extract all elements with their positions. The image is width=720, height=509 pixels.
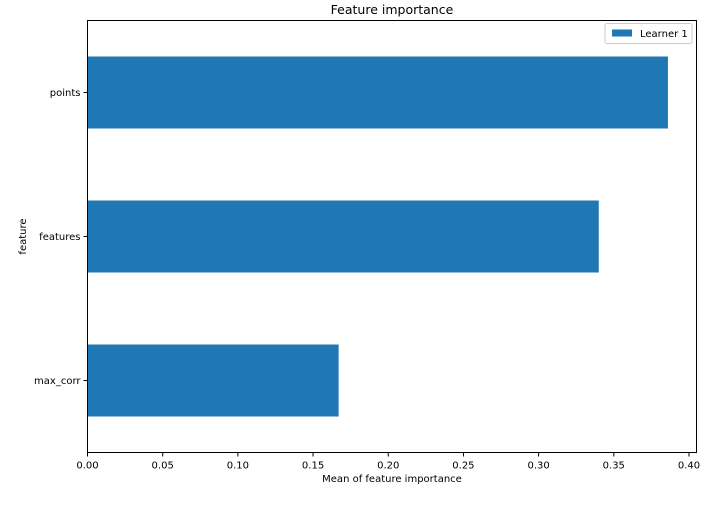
y-tick-label: max_corr [34,376,81,387]
legend: Learner 1 [604,23,693,44]
x-tick-label: 0.10 [227,461,249,472]
y-tick-label: features [39,232,80,243]
x-tick-label: 0.05 [152,461,174,472]
bar-max-corr [87,344,339,417]
bar-features [87,200,599,273]
x-tick-label: 0.30 [527,461,549,472]
x-tick-label: 0.40 [678,461,700,472]
x-tick-label: 0.35 [603,461,625,472]
x-tick-label: 0.15 [302,461,324,472]
legend-box [604,23,693,44]
y-axis-ticks: max_corr features points [34,88,88,387]
legend-label-learner-1: Learner 1 [640,29,688,40]
x-axis-ticks: 0.00 0.05 0.10 0.15 0.20 0.25 0.30 0.35 0.40 [76,452,700,472]
y-axis-label: feature [18,218,29,254]
chart-title: Feature importance [331,2,454,17]
legend-swatch [612,29,632,37]
x-tick-label: 0.20 [377,461,399,472]
x-tick-label: 0.25 [452,461,474,472]
bars-layer [87,56,668,417]
x-axis-label: Mean of feature importance [322,474,462,485]
y-tick-label: points [50,88,81,99]
bar-points [87,56,668,129]
x-tick-label: 0.00 [76,461,98,472]
